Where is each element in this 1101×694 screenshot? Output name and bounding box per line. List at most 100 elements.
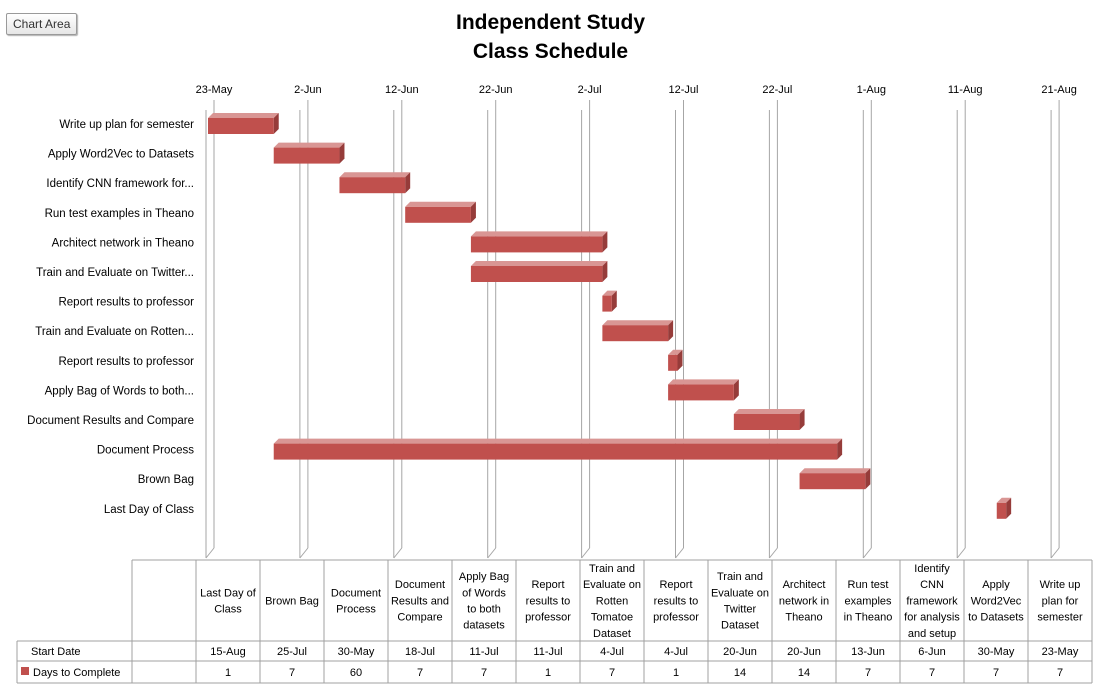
- table-column-header: Identify CNN framework for analysis and setu…: [904, 563, 960, 640]
- gantt-bar[interactable]: [799, 473, 866, 490]
- table-column-header: Report results to professor: [525, 579, 571, 623]
- gridline: [769, 547, 778, 559]
- gantt-bar-top: [668, 379, 739, 385]
- task-label: Brown Bag: [138, 474, 194, 486]
- gantt-bar[interactable]: [996, 502, 1007, 519]
- table-column-header: Document Process: [331, 587, 381, 615]
- table-cell: 14: [734, 667, 746, 679]
- gantt-bar-side: [837, 438, 843, 460]
- table-cell: 11-Jul: [533, 646, 562, 658]
- date-tick-label: 2-Jul: [578, 84, 602, 96]
- gantt-bar[interactable]: [733, 414, 800, 430]
- gantt-bar-side: [1006, 497, 1012, 519]
- gantt-bar[interactable]: [470, 266, 603, 282]
- gridline: [581, 547, 590, 559]
- gantt-bar[interactable]: [273, 147, 340, 164]
- table-cell: 13-Jun: [851, 646, 885, 658]
- table-cell: 7: [289, 667, 295, 679]
- gantt-bar[interactable]: [602, 295, 612, 312]
- table-cell: 15-Aug: [210, 646, 245, 658]
- table-cell: 30-May: [338, 646, 375, 658]
- table-cell: 7: [481, 667, 487, 679]
- table-cell: 4-Jul: [600, 646, 624, 658]
- table-column-header: Train and Evaluate on Twitter Dataset: [711, 571, 769, 632]
- table-column-header: Write up plan for semester: [1037, 579, 1083, 623]
- table-cell: 6-Jun: [918, 646, 946, 658]
- gridline: [956, 547, 966, 559]
- table-cell: 23-May: [1042, 646, 1079, 658]
- gantt-bar[interactable]: [470, 236, 603, 253]
- gantt-bar[interactable]: [602, 325, 669, 342]
- task-label: Identify CNN framework for...: [46, 178, 194, 190]
- gantt-bar-top: [339, 172, 411, 178]
- gantt-bar-side: [602, 231, 608, 253]
- task-label: Run test examples in Theano: [45, 208, 194, 220]
- table-cell: 1: [545, 667, 551, 679]
- table-cell: 7: [1057, 667, 1063, 679]
- gantt-bar-side: [733, 379, 739, 401]
- gantt-bar-side: [865, 468, 871, 490]
- gantt-bar-side: [668, 320, 674, 342]
- chart-title-line-2: Class Schedule: [472, 40, 629, 63]
- table-cell: 7: [865, 667, 871, 679]
- gantt-bar-top: [405, 201, 476, 207]
- table-column-header: Apply Word2Vec to Datasets: [968, 579, 1024, 623]
- legend-swatch: [21, 667, 29, 675]
- date-tick-label: 23-May: [196, 84, 233, 96]
- gantt-bar[interactable]: [668, 354, 678, 371]
- table-column-header: Brown Bag: [265, 595, 319, 607]
- gantt-bar-side: [339, 142, 345, 164]
- gantt-bar-top: [273, 438, 843, 444]
- chart-area-label[interactable]: Chart Area: [6, 13, 78, 35]
- gantt-bar-top: [733, 409, 805, 414]
- gantt-bar-top: [602, 320, 674, 326]
- gantt-bar-side: [799, 409, 805, 430]
- task-label: Last Day of Class: [104, 504, 194, 516]
- table-column-header: Architect network in Theano: [779, 579, 829, 623]
- task-label: Apply Word2Vec to Datasets: [48, 149, 194, 161]
- table-column-header: Last Day of Class: [200, 587, 257, 615]
- gantt-bar-top: [602, 290, 617, 296]
- chart-title: Independent Study Class Schedule: [0, 8, 1101, 66]
- table-cell: 60: [350, 667, 362, 679]
- table-cell: 7: [609, 667, 615, 679]
- gantt-bar[interactable]: [405, 206, 471, 223]
- date-tick-label: 1-Aug: [857, 84, 886, 96]
- table-cell: 1: [225, 667, 231, 679]
- gantt-bar-top: [668, 349, 683, 355]
- gridline: [1050, 547, 1060, 559]
- gridline: [675, 547, 684, 559]
- table-cell: 7: [929, 667, 935, 679]
- table-cell: 18-Jul: [405, 646, 435, 658]
- table-cell: 20-Jun: [723, 646, 757, 658]
- table-cell: 1: [673, 667, 679, 679]
- gantt-bar-side: [611, 290, 617, 312]
- chart-title-line-1: Independent Study: [456, 11, 645, 34]
- gantt-bar[interactable]: [668, 384, 734, 401]
- date-tick-label: 2-Jun: [294, 84, 322, 96]
- table-column-header: Run test examples in Theano: [844, 579, 893, 623]
- table-cell: 7: [417, 667, 423, 679]
- gantt-bar-top: [799, 468, 871, 474]
- task-label: Write up plan for semester: [59, 119, 194, 131]
- gantt-bar-top: [470, 261, 608, 266]
- gridline: [205, 547, 215, 559]
- table-cell: 4-Jul: [664, 646, 688, 658]
- date-tick-label: 12-Jun: [385, 84, 419, 96]
- gantt-bar-top: [996, 497, 1012, 503]
- table-row-label: Start Date: [31, 646, 81, 658]
- gridline: [393, 547, 403, 559]
- gantt-bar-side: [405, 172, 411, 194]
- table-row-label: Days to Complete: [33, 667, 120, 679]
- gantt-bar-side: [677, 349, 683, 371]
- task-label: Train and Evaluate on Twitter...: [36, 267, 194, 279]
- gantt-bar[interactable]: [273, 443, 838, 460]
- gantt-bar[interactable]: [339, 177, 406, 194]
- date-tick-label: 22-Jul: [762, 84, 792, 96]
- gridline: [487, 547, 497, 559]
- date-tick-label: 21-Aug: [1041, 84, 1076, 96]
- table-cell: 7: [993, 667, 999, 679]
- gantt-bar[interactable]: [208, 118, 274, 134]
- task-label: Architect network in Theano: [52, 237, 194, 249]
